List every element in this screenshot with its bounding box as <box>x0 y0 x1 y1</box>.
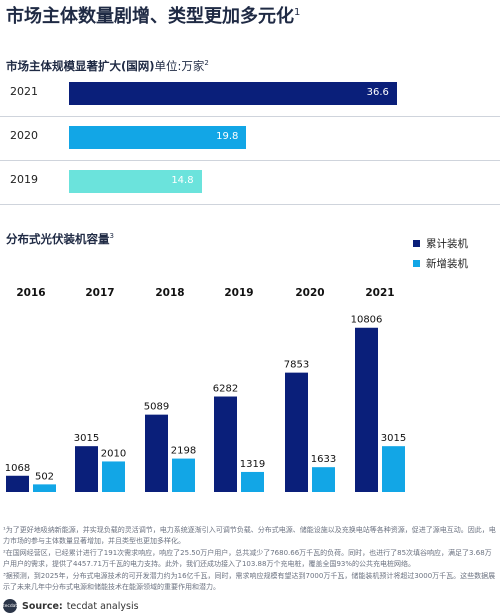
legend-label-cumulative: 累计装机 <box>426 238 468 250</box>
chart1-title: 市场主体规模显著扩大(国网)单位:万家2 <box>6 59 209 73</box>
bar-2018-series-0 <box>145 414 168 492</box>
footnote-3: ³据预测，到2025年，分布式电源技术的可开发潜力约为16亿千瓦，同时，需求响应… <box>3 572 496 591</box>
data-label-2017-series-1: 2010 <box>101 448 126 459</box>
data-label-2018-series-1: 2198 <box>171 446 196 457</box>
bar-value-label: 36.6 <box>366 87 389 98</box>
legend-item-new: 新增装机 <box>413 256 468 271</box>
data-label-2021-series-0: 10806 <box>351 315 383 326</box>
category-label-2020: 2020 <box>295 287 324 299</box>
bar-2021-series-0 <box>355 327 378 492</box>
bar-row-2019: 2019 14.8 <box>0 160 500 205</box>
category-label-2016: 2016 <box>16 287 45 299</box>
bar-2020-series-0 <box>285 372 308 492</box>
bar-2019-series-1 <box>241 471 264 492</box>
data-label-2020-series-1: 1633 <box>311 454 336 465</box>
data-label-2017-series-0: 3015 <box>74 433 99 444</box>
bar-category-label: 2019 <box>10 173 38 186</box>
bar-2021: 36.6 <box>69 82 397 105</box>
footnote-1: ¹为了更好地吸纳新能源，并实现负载的灵活调节，电力系统逐渐引入可调节负载、分布式… <box>3 526 496 545</box>
bar-2020: 19.8 <box>69 126 247 149</box>
category-label-2017: 2017 <box>85 287 114 299</box>
bar-2021-series-1 <box>382 446 405 492</box>
tecdat-logo: tecdat <box>3 599 17 613</box>
data-label-2019-series-0: 6282 <box>213 384 238 395</box>
data-label-2016-series-0: 1068 <box>5 463 30 474</box>
data-label-2021-series-1: 3015 <box>381 433 406 444</box>
bar-value-label: 14.8 <box>171 175 194 186</box>
footnotes: ¹为了更好地吸纳新能源，并实现负载的灵活调节，电力系统逐渐引入可调节负载、分布式… <box>3 525 497 594</box>
bar-2016-series-0 <box>6 475 29 492</box>
legend-swatch-new <box>413 260 420 267</box>
horizontal-bar-chart: 2021 36.6 2020 19.8 2019 14.8 <box>0 72 500 206</box>
bar-value-label: 19.8 <box>216 131 239 142</box>
bar-2019: 14.8 <box>69 170 202 193</box>
data-label-2018-series-0: 5089 <box>144 402 169 413</box>
category-label-2021: 2021 <box>365 287 394 299</box>
bar-2019-series-0 <box>214 396 237 492</box>
footnote-2: ²在国网经营区，已经累计进行了191次需求响应，响应了25.50万户用户，总共减… <box>3 549 492 568</box>
bar-2017-series-1 <box>102 461 125 492</box>
category-label-2019: 2019 <box>224 287 253 299</box>
page-title: 市场主体数量剧增、类型更加多元化1 <box>6 6 301 27</box>
chart2-legend: 累计装机 新增装机 <box>413 236 468 276</box>
bar-row-2021: 2021 36.6 <box>0 72 500 117</box>
bar-2020-series-1 <box>312 467 335 492</box>
data-label-2020-series-0: 7853 <box>284 360 309 371</box>
category-label-2018: 2018 <box>155 287 184 299</box>
chart2-title: 分布式光伏装机容量3 <box>6 232 114 246</box>
bar-category-label: 2021 <box>10 85 38 98</box>
bar-2018-series-1 <box>172 458 195 492</box>
bar-row-2020: 2020 19.8 <box>0 116 500 161</box>
bar-category-label: 2020 <box>10 129 38 142</box>
data-label-2019-series-1: 1319 <box>240 459 265 470</box>
bar-2016-series-1 <box>33 484 56 492</box>
source-line: tecdat Source: tecdat analysis <box>3 599 139 613</box>
grouped-bar-chart: 2016106850220173015201020185089219820196… <box>5 287 406 492</box>
source-label: Source: <box>22 600 63 612</box>
legend-swatch-cumulative <box>413 240 420 247</box>
bar-2017-series-0 <box>75 446 98 492</box>
legend-item-cumulative: 累计装机 <box>413 236 468 251</box>
legend-label-new: 新增装机 <box>426 258 468 270</box>
data-label-2016-series-1: 502 <box>35 471 54 482</box>
source-text: tecdat analysis <box>66 600 139 612</box>
